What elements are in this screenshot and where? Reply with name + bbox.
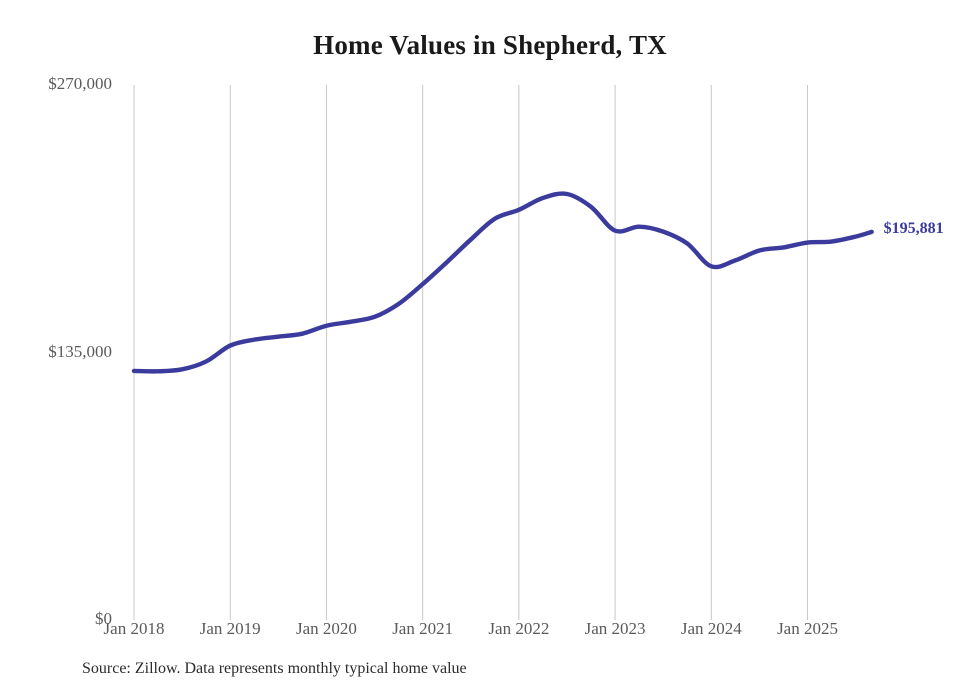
x-tick-jan-2025: Jan 2025 (777, 619, 838, 638)
x-tick-jan-2020: Jan 2020 (295, 619, 357, 638)
value-line-series (131, 191, 874, 374)
y-tick-135000: $135,000 (48, 341, 112, 361)
y-tick-270000: $270,000 (48, 74, 112, 93)
gridlines-group (133, 85, 809, 620)
y-tick-0: $0 (95, 609, 112, 628)
x-tick-jan-2018: Jan 2018 (103, 619, 165, 638)
x-tick-jan-2023: Jan 2023 (584, 619, 646, 638)
x-tick-jan-2019: Jan 2019 (199, 619, 261, 638)
chart-title: Home Values in Shepherd, TX (313, 30, 667, 60)
source-note: Source: Zillow. Data represents monthly … (82, 660, 467, 677)
x-tick-jan-2024: Jan 2024 (680, 619, 742, 638)
x-tick-jan-2022: Jan 2022 (488, 619, 550, 638)
x-tick-jan-2021: Jan 2021 (392, 619, 454, 638)
endpoint-value-label: $195,881 (883, 219, 944, 237)
